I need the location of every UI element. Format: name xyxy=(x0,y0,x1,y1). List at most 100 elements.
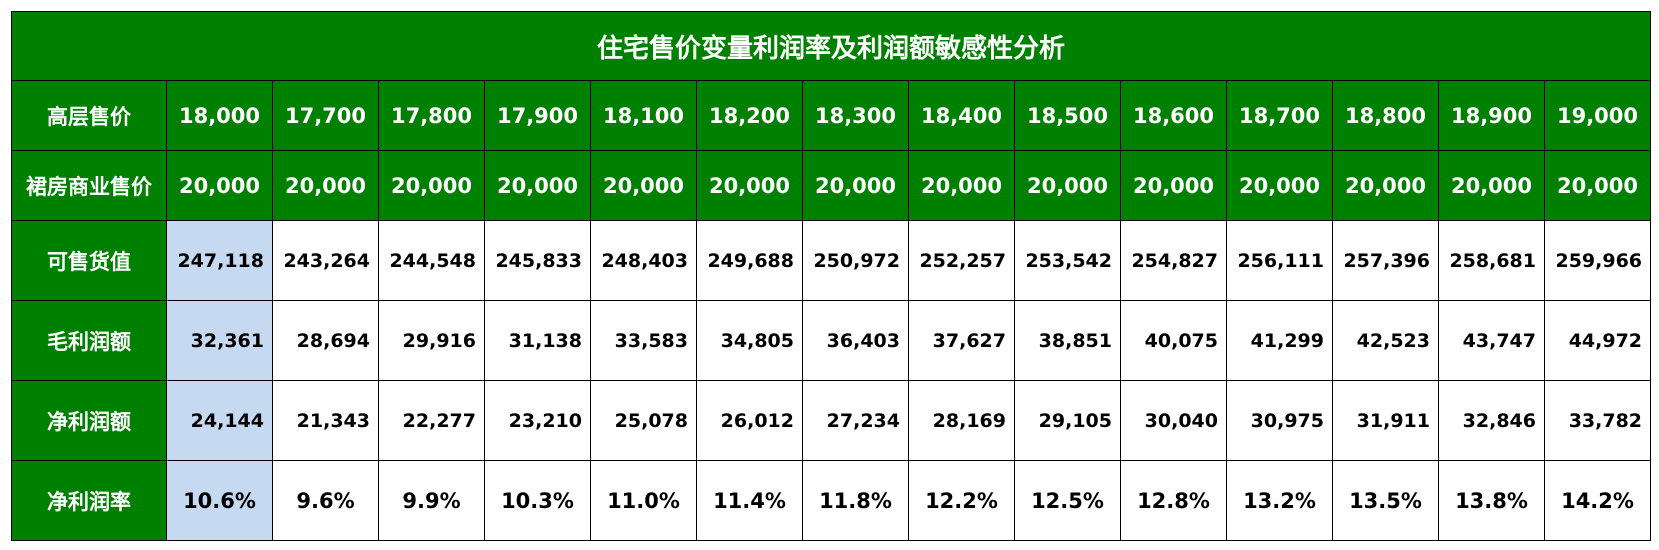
table-row: 高层售价 18,000 17,700 17,800 17,900 18,100 18,200… xyxy=(11,80,1652,151)
data-cell: 13.8% xyxy=(1438,460,1545,541)
data-cell: 12.2% xyxy=(908,460,1015,541)
header-cell: 17,700 xyxy=(272,80,379,151)
data-cell: 12.8% xyxy=(1120,460,1227,541)
data-cell: 24,144 xyxy=(166,380,273,461)
header-cell: 18,700 xyxy=(1226,80,1333,151)
row-label: 可售货值 xyxy=(11,220,167,301)
data-cell: 9.9% xyxy=(378,460,485,541)
data-cell: 29,916 xyxy=(378,300,485,381)
data-cell: 27,234 xyxy=(802,380,909,461)
data-cell: 259,966 xyxy=(1543,220,1652,301)
row-label: 高层售价 xyxy=(11,80,167,151)
header-cell: 20,000 xyxy=(1226,150,1333,221)
header-cell: 17,800 xyxy=(378,80,485,151)
table-row: 裙房商业售价 20,000 20,000 20,000 20,000 20,000 20,0… xyxy=(11,150,1652,221)
data-cell: 11.0% xyxy=(590,460,697,541)
data-cell: 37,627 xyxy=(908,300,1015,381)
header-cell: 18,000 xyxy=(166,80,273,151)
data-cell: 258,681 xyxy=(1438,220,1545,301)
header-cell: 20,000 xyxy=(166,150,273,221)
data-cell: 253,542 xyxy=(1014,220,1121,301)
data-cell: 14.2% xyxy=(1543,460,1652,541)
header-cell: 18,100 xyxy=(590,80,697,151)
header-cell: 20,000 xyxy=(1438,150,1545,221)
data-cell: 34,805 xyxy=(696,300,803,381)
data-cell: 38,851 xyxy=(1014,300,1121,381)
data-cell: 11.4% xyxy=(696,460,803,541)
data-cell: 31,911 xyxy=(1332,380,1439,461)
data-cell: 33,583 xyxy=(590,300,697,381)
data-cell: 12.5% xyxy=(1014,460,1121,541)
table-row: 净利润额 24,144 21,343 22,277 23,210 25,078 26,012… xyxy=(11,380,1652,461)
data-cell: 257,396 xyxy=(1332,220,1439,301)
header-cell: 19,000 xyxy=(1543,80,1652,151)
header-cell: 20,000 xyxy=(378,150,485,221)
sheet: 住宅售价变量利润率及利润额敏感性分析 高层售价 18,000 17,700 17,80… xyxy=(10,11,1652,541)
data-cell: 33,782 xyxy=(1543,380,1652,461)
header-cell: 20,000 xyxy=(802,150,909,221)
header-cell: 20,000 xyxy=(1543,150,1652,221)
row-label: 净利润率 xyxy=(11,460,167,541)
data-cell: 243,264 xyxy=(272,220,379,301)
data-cell: 254,827 xyxy=(1120,220,1227,301)
data-cell: 23,210 xyxy=(484,380,591,461)
data-cell: 31,138 xyxy=(484,300,591,381)
data-cell: 40,075 xyxy=(1120,300,1227,381)
data-cell: 250,972 xyxy=(802,220,909,301)
data-cell: 245,833 xyxy=(484,220,591,301)
data-cell: 25,078 xyxy=(590,380,697,461)
header-cell: 20,000 xyxy=(484,150,591,221)
data-cell: 41,299 xyxy=(1226,300,1333,381)
data-cell: 22,277 xyxy=(378,380,485,461)
data-cell: 28,694 xyxy=(272,300,379,381)
header-cell: 18,500 xyxy=(1014,80,1121,151)
data-cell: 13.5% xyxy=(1332,460,1439,541)
data-cell: 13.2% xyxy=(1226,460,1333,541)
data-cell: 30,040 xyxy=(1120,380,1227,461)
row-label: 净利润额 xyxy=(11,380,167,461)
data-cell: 36,403 xyxy=(802,300,909,381)
data-cell: 256,111 xyxy=(1226,220,1333,301)
data-cell: 32,846 xyxy=(1438,380,1545,461)
header-cell: 18,800 xyxy=(1332,80,1439,151)
data-cell: 247,118 xyxy=(166,220,273,301)
table-title: 住宅售价变量利润率及利润额敏感性分析 xyxy=(10,11,1652,81)
data-cell: 30,975 xyxy=(1226,380,1333,461)
data-cell: 26,012 xyxy=(696,380,803,461)
data-cell: 32,361 xyxy=(166,300,273,381)
header-cell: 17,900 xyxy=(484,80,591,151)
data-cell: 44,972 xyxy=(1543,300,1652,381)
header-cell: 18,900 xyxy=(1438,80,1545,151)
title-row: 住宅售价变量利润率及利润额敏感性分析 xyxy=(10,11,1652,81)
data-cell: 29,105 xyxy=(1014,380,1121,461)
data-cell: 248,403 xyxy=(590,220,697,301)
row-label: 裙房商业售价 xyxy=(11,150,167,221)
data-cell: 28,169 xyxy=(908,380,1015,461)
header-cell: 18,300 xyxy=(802,80,909,151)
header-cell: 18,200 xyxy=(696,80,803,151)
header-cell: 20,000 xyxy=(1332,150,1439,221)
data-cell: 252,257 xyxy=(908,220,1015,301)
data-cell: 10.6% xyxy=(166,460,273,541)
table-row: 毛利润额 32,361 28,694 29,916 31,138 33,583 34,805… xyxy=(11,300,1652,381)
header-cell: 20,000 xyxy=(696,150,803,221)
header-cell: 20,000 xyxy=(1120,150,1227,221)
header-cell: 20,000 xyxy=(1014,150,1121,221)
data-cell: 10.3% xyxy=(484,460,591,541)
header-cell: 18,400 xyxy=(908,80,1015,151)
data-cell: 244,548 xyxy=(378,220,485,301)
sensitivity-table: 住宅售价变量利润率及利润额敏感性分析 高层售价 18,000 17,700 17,80… xyxy=(10,11,1652,541)
data-cell: 42,523 xyxy=(1332,300,1439,381)
data-cell: 11.8% xyxy=(802,460,909,541)
table-row: 可售货值 247,118 243,264 244,548 245,833 248,403 2… xyxy=(11,220,1652,301)
data-cell: 21,343 xyxy=(272,380,379,461)
table-row: 净利润率 10.6% 9.6% 9.9% 10.3% 11.0% 11.4% 11.8% 12.… xyxy=(11,460,1652,541)
header-cell: 20,000 xyxy=(272,150,379,221)
header-cell: 20,000 xyxy=(590,150,697,221)
header-cell: 18,600 xyxy=(1120,80,1227,151)
header-cell: 20,000 xyxy=(908,150,1015,221)
data-cell: 43,747 xyxy=(1438,300,1545,381)
data-cell: 249,688 xyxy=(696,220,803,301)
data-cell: 9.6% xyxy=(272,460,379,541)
